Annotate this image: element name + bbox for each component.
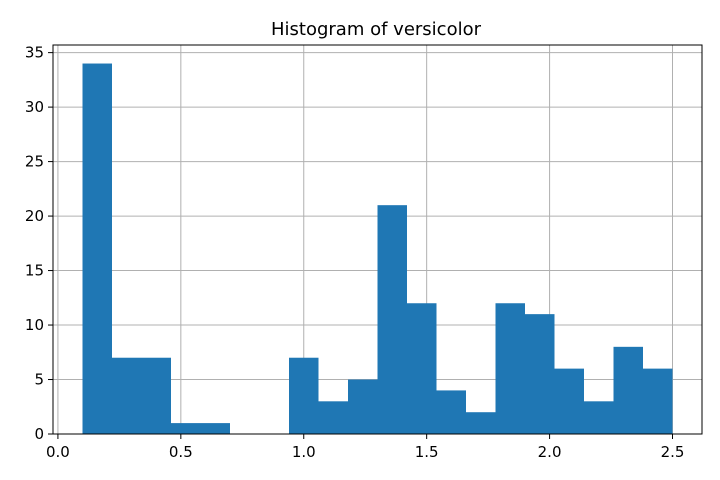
histogram-bar bbox=[466, 412, 496, 434]
histogram-bar bbox=[289, 357, 319, 434]
histogram-bar bbox=[407, 303, 437, 434]
y-tick-label: 30 bbox=[25, 98, 44, 116]
y-tick-label: 20 bbox=[25, 207, 44, 225]
x-tick-label: 1.0 bbox=[292, 443, 316, 461]
histogram-bar bbox=[112, 357, 142, 434]
y-axis-ticks: 0 5 10 15 20 25 30 35 bbox=[25, 44, 53, 443]
histogram-bar bbox=[141, 357, 171, 434]
x-tick-label: 2.5 bbox=[661, 443, 685, 461]
axes-frame bbox=[52, 44, 703, 435]
histogram-bar bbox=[171, 423, 201, 434]
histogram-bar bbox=[318, 401, 348, 434]
y-tick-label: 35 bbox=[25, 44, 44, 62]
y-tick-label: 10 bbox=[25, 316, 44, 334]
histogram-bar bbox=[377, 205, 407, 434]
histogram-bar bbox=[584, 401, 614, 434]
y-tick-label: 0 bbox=[34, 425, 44, 443]
y-tick-label: 5 bbox=[34, 371, 44, 389]
y-tick-label: 15 bbox=[25, 262, 44, 280]
histogram-bar bbox=[200, 423, 230, 434]
histogram-bar bbox=[613, 346, 643, 434]
chart-title: Histogram of versicolor bbox=[271, 19, 482, 40]
histogram-bar bbox=[82, 63, 112, 435]
x-tick-label: 1.5 bbox=[415, 443, 439, 461]
histogram-bar bbox=[348, 379, 378, 434]
histogram-bar bbox=[554, 368, 584, 434]
y-tick-label: 25 bbox=[25, 153, 44, 171]
histogram-bar bbox=[495, 303, 525, 434]
histogram-bars bbox=[82, 63, 673, 435]
x-tick-label: 2.0 bbox=[538, 443, 562, 461]
x-tick-label: 0.5 bbox=[169, 443, 193, 461]
histogram-bar bbox=[525, 314, 555, 434]
histogram-bar bbox=[436, 390, 466, 434]
x-axis-ticks: 0.0 0.5 1.0 1.5 2.0 2.5 bbox=[46, 434, 684, 461]
x-tick-label: 0.0 bbox=[46, 443, 70, 461]
histogram-bar bbox=[643, 368, 673, 434]
